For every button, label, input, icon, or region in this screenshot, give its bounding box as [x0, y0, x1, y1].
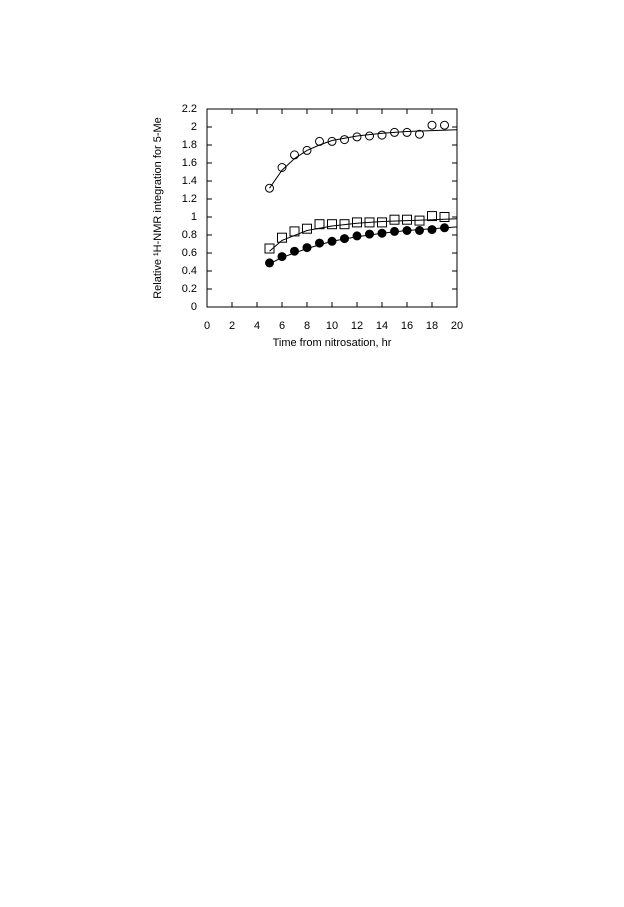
point	[290, 150, 299, 160]
point	[415, 226, 424, 235]
point	[415, 129, 424, 139]
point	[377, 217, 387, 228]
point	[439, 212, 450, 222]
point	[277, 163, 287, 172]
y-tick-label: 0.2	[182, 283, 197, 295]
point	[440, 120, 449, 130]
x-tick-label: 12	[351, 320, 363, 332]
point	[352, 217, 362, 228]
point	[377, 130, 387, 140]
y-tick-label: 2.2	[182, 103, 197, 115]
x-tick-label: 20	[451, 320, 463, 332]
x-tick-label: 2	[229, 320, 235, 332]
point	[265, 258, 274, 268]
point	[327, 136, 337, 146]
x-tick-label: 8	[304, 320, 310, 332]
x-tick-label: 14	[376, 320, 388, 332]
point	[327, 219, 337, 230]
y-tick-label: 1.4	[182, 175, 197, 187]
y-tick-label: 0.8	[182, 229, 197, 241]
y-tick-label: 2	[191, 121, 197, 133]
point	[277, 232, 287, 243]
point	[389, 214, 400, 225]
x-tick-label: 16	[401, 320, 413, 332]
point	[427, 211, 437, 222]
y-axis-label: Relative ¹H-NMR integration for 5-Me	[152, 117, 164, 299]
point	[427, 120, 437, 130]
x-tick-label: 6	[279, 320, 285, 332]
fit-line	[269, 226, 458, 265]
x-axis-label: Time from nitrosation, hr	[273, 337, 392, 349]
point	[427, 225, 437, 235]
y-tick-label: 1.2	[182, 193, 197, 205]
y-tick-label: 0	[191, 301, 197, 313]
fit-line	[269, 129, 458, 189]
point	[365, 131, 374, 141]
fit-line	[269, 218, 458, 252]
point	[264, 243, 275, 254]
x-tick-label: 10	[326, 320, 338, 332]
point	[302, 223, 312, 234]
x-tick-label: 4	[254, 320, 260, 332]
x-tick-label: 18	[426, 320, 438, 332]
y-tick-label: 1.8	[182, 139, 197, 151]
x-tick-label: 0	[204, 320, 210, 332]
y-tick-label: 1.6	[182, 157, 197, 169]
point	[340, 135, 349, 145]
point	[402, 214, 412, 225]
y-tick-label: 0.4	[182, 265, 197, 277]
y-tick-label: 0.6	[182, 247, 197, 259]
y-tick-label: 1	[191, 211, 197, 223]
point	[402, 127, 412, 137]
